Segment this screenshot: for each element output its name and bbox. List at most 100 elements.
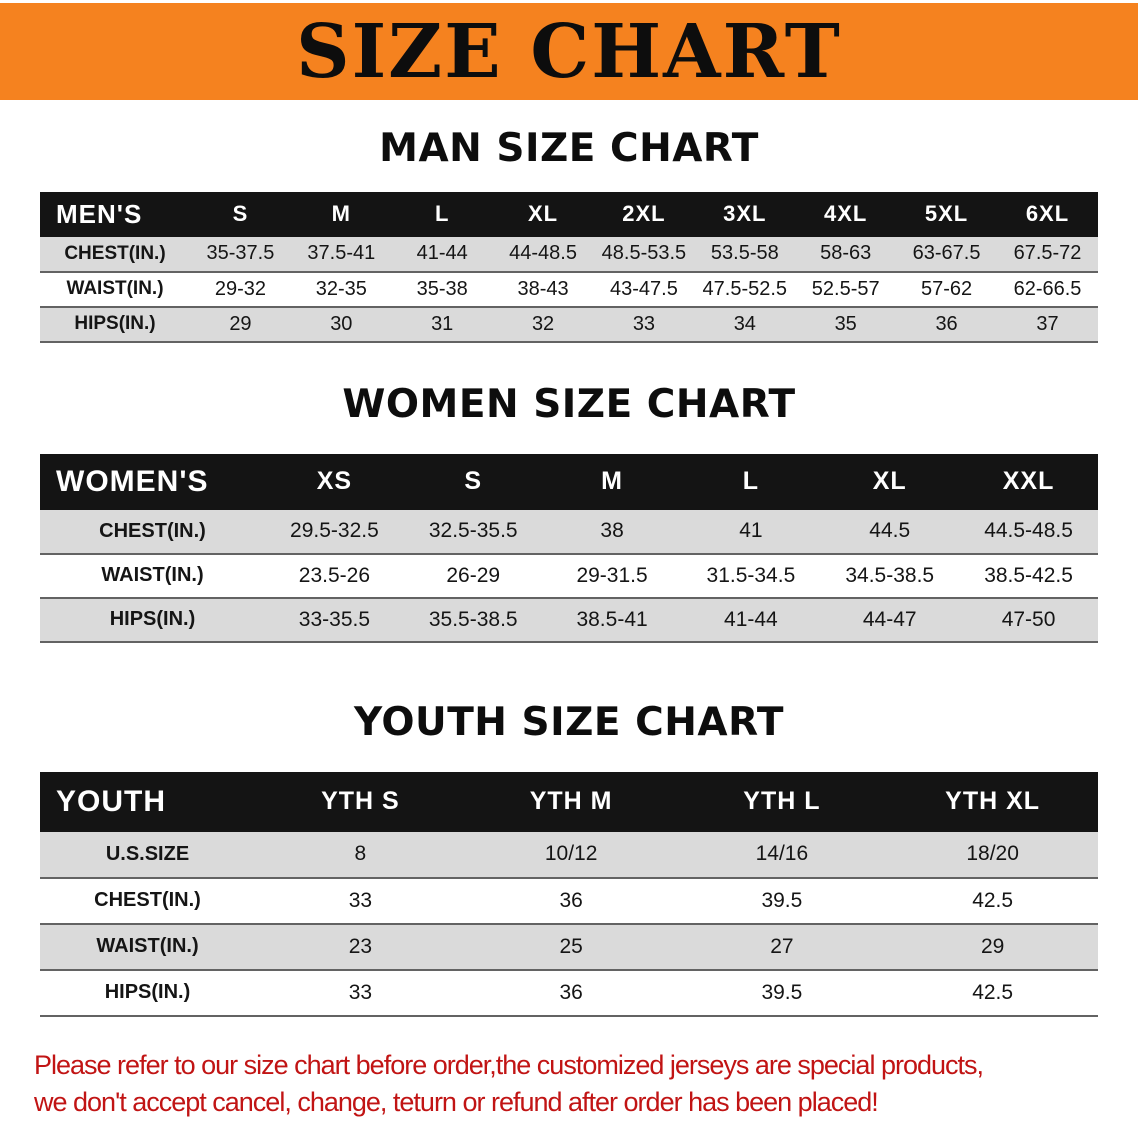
size-value-cell: 33 [632,312,656,335]
notice-line-2: we don't accept cancel, change, teturn o… [34,1087,879,1118]
size-value-cell: 36 [559,888,583,912]
size-value-cell: 53.5-58 [710,242,779,265]
size-value-cell: 33 [348,980,373,1004]
women-size-section: WOMEN SIZE CHART WOMEN'S XS S M L XL XXL CHEST(… [0,381,1138,643]
table-row: CHEST(IN.) 35-37.5 37.5-41 41-44 44-48.5 48.5… [40,236,1098,272]
table-row: CHEST(IN.) 29.5-32.5 32.5-35.5 38 41 44.5 44.5… [40,509,1098,554]
size-value-cell: 31 [431,312,454,335]
size-value-cell: 38.5-42.5 [984,563,1073,587]
size-value-cell: 33-35.5 [298,607,371,631]
size-header-cell: YTH L [743,787,821,816]
size-value-cell: 44.5-48.5 [984,519,1073,543]
page-title: SIZE CHART [296,8,842,95]
table-row: U.S.SIZE 8 10/12 14/16 18/20 [40,831,1098,878]
size-value-cell: 8 [354,842,367,866]
size-value-cell: 41 [739,519,763,543]
size-value-cell: 36 [935,312,958,335]
size-value-cell: 38 [600,519,624,543]
size-value-cell: 25 [559,934,583,958]
size-value-cell: 52.5-57 [811,277,880,300]
table-title-cell: WOMEN'S [56,464,209,498]
size-value-cell: 44-47 [862,607,917,631]
men-size-table: MEN'S S M L XL 2XL 3XL 4XL 5XL 6XL CHEST(IN.) 35-37… [40,191,1098,343]
size-value-cell: 23.5-26 [298,563,371,587]
size-value-cell: 48.5-53.5 [601,242,687,265]
table-header-row: MEN'S S M L XL 2XL 3XL 4XL 5XL 6XL [40,191,1098,237]
size-header-cell: 4XL [824,201,868,227]
row-label: HIPS(IN.) [74,313,156,335]
table-row: WAIST(IN.) 23.5-26 26-29 29-31.5 31.5-34.5 34… [40,553,1098,598]
table-row: HIPS(IN.) 29 30 31 32 33 34 35 36 37 [40,306,1098,342]
row-label: U.S.SIZE [105,842,190,865]
size-header-cell: L [742,467,760,496]
size-value-cell: 30 [330,312,353,335]
size-value-cell: 62-66.5 [1013,277,1082,300]
size-value-cell: 29-32 [214,277,267,300]
size-value-cell: 63-67.5 [912,242,981,265]
men-size-section: MAN SIZE CHART MEN'S S M L XL 2XL 3XL 4XL 5XL 6XL… [0,126,1138,343]
table-title-cell: MEN'S [56,198,143,229]
row-label: HIPS(IN.) [109,608,196,631]
size-header-cell: XL [528,201,559,227]
size-value-cell: 67.5-72 [1013,242,1082,265]
size-value-cell: 47.5-52.5 [702,277,788,300]
row-label: CHEST(IN.) [94,889,201,912]
size-header-cell: S [232,201,249,227]
table-header-row: YOUTH YTH S YTH M YTH L YTH XL [40,771,1098,832]
size-value-cell: 58-63 [820,242,872,265]
size-value-cell: 33 [348,888,373,912]
row-label: CHEST(IN.) [64,242,166,264]
size-value-cell: 18/20 [966,842,1019,866]
size-header-cell: 2XL [622,201,666,227]
size-header-cell: XL [872,467,907,496]
size-value-cell: 29 [980,934,1005,958]
size-header-cell: 5XL [924,201,969,227]
youth-size-section: YOUTH SIZE CHART YOUTH YTH S YTH M YTH L YTH… [0,699,1138,1017]
size-header-cell: XS [316,467,353,496]
table-header-row: WOMEN'S XS S M L XL XXL [40,453,1098,510]
size-header-cell: YTH XL [945,787,1041,816]
table-row: CHEST(IN.) 33 36 39.5 42.5 [40,877,1098,924]
table-row: WAIST(IN.) 29-32 32-35 35-38 38-43 43-47.5 47.… [40,271,1098,307]
size-value-cell: 39.5 [761,980,803,1004]
size-value-cell: 37 [1036,312,1059,335]
size-value-cell: 10/12 [544,842,598,866]
youth-section-heading: YOUTH SIZE CHART [354,699,784,745]
table-row: HIPS(IN.) 33-35.5 35.5-38.5 38.5-41 41-44 44-… [40,597,1098,642]
size-value-cell: 29.5-32.5 [290,519,379,543]
youth-size-table: YOUTH YTH S YTH M YTH L YTH XL U.S.SIZE 8 10/12… [40,771,1098,1017]
size-value-cell: 42.5 [972,888,1014,912]
size-value-cell: 44.5 [869,519,911,543]
row-label: WAIST(IN.) [66,278,164,300]
size-value-cell: 42.5 [972,980,1014,1004]
row-label: WAIST(IN.) [96,935,199,958]
size-value-cell: 38.5-41 [576,607,648,631]
women-section-heading: WOMEN SIZE CHART [342,381,796,427]
size-value-cell: 39.5 [761,888,803,912]
size-value-cell: 57-62 [920,277,973,300]
size-value-cell: 44-48.5 [509,242,577,265]
size-header-cell: XXL [1002,467,1055,496]
size-value-cell: 27 [770,934,794,958]
size-value-cell: 35-38 [416,277,468,300]
size-header-cell: M [601,467,623,496]
size-value-cell: 35.5-38.5 [428,607,518,631]
table-title-cell: YOUTH [56,784,166,818]
size-value-cell: 32.5-35.5 [428,519,518,543]
size-value-cell: 32-35 [315,277,367,300]
size-header-cell: 3XL [723,201,767,227]
size-value-cell: 29 [229,312,252,335]
men-section-heading: MAN SIZE CHART [379,126,759,171]
size-header-cell: L [434,201,450,227]
size-value-cell: 41-44 [724,607,778,631]
size-value-cell: 35 [834,312,857,335]
size-value-cell: 34 [733,312,756,335]
size-value-cell: 36 [559,980,583,1004]
size-value-cell: 31.5-34.5 [706,563,796,587]
footer-notice: Please refer to our size chart before or… [34,1047,1108,1123]
women-size-table: WOMEN'S XS S M L XL XXL CHEST(IN.) 29.5-32.5 32.5… [40,453,1098,643]
size-value-cell: 35-37.5 [206,242,275,265]
size-value-cell: 29-31.5 [576,563,648,587]
notice-line-1: Please refer to our size chart before or… [34,1049,984,1080]
size-header-cell: 6XL [1025,201,1070,227]
